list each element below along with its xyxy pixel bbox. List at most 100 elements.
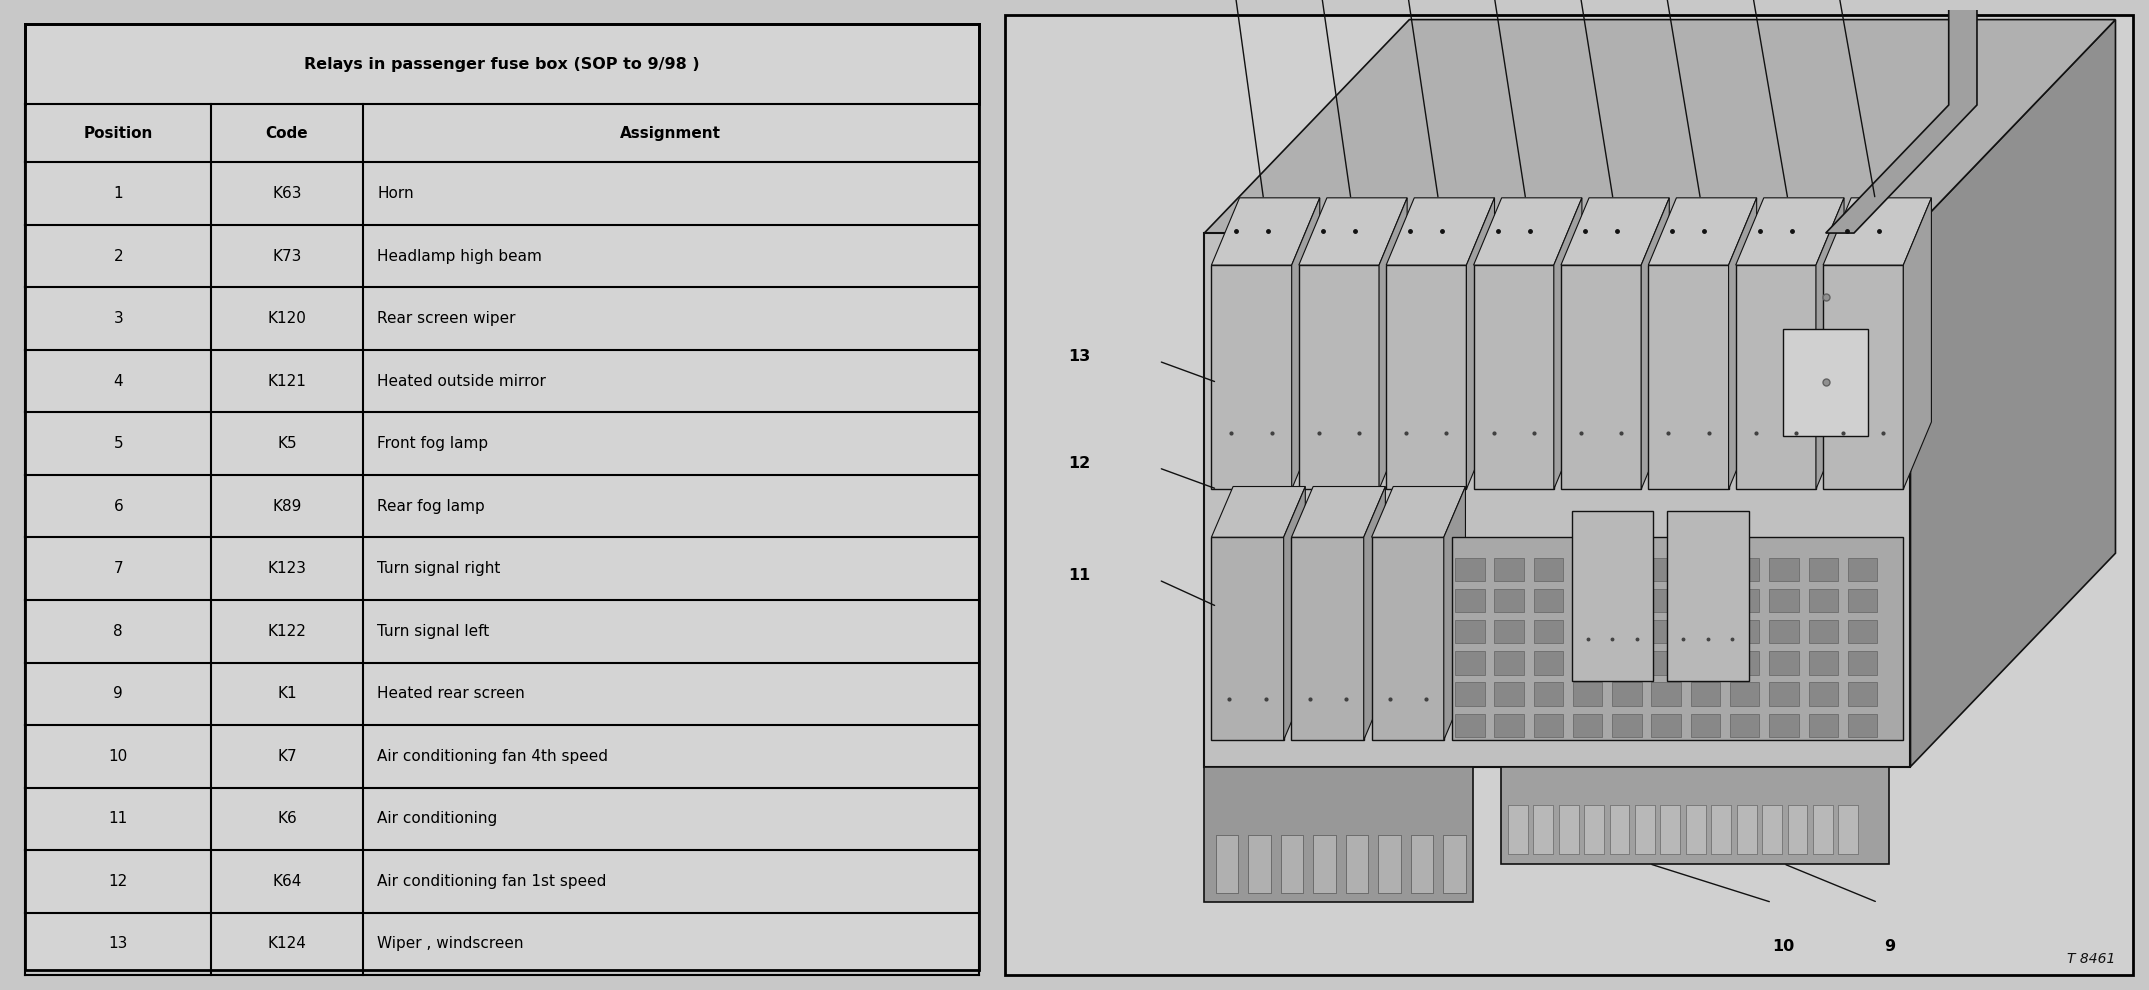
FancyBboxPatch shape [1203,766,1472,903]
FancyBboxPatch shape [1730,589,1760,612]
FancyBboxPatch shape [1661,806,1681,854]
Text: Horn: Horn [378,186,415,201]
FancyBboxPatch shape [1573,682,1603,706]
Text: K73: K73 [273,248,301,263]
FancyBboxPatch shape [1444,835,1466,893]
Polygon shape [1212,486,1304,538]
FancyBboxPatch shape [26,25,978,970]
FancyBboxPatch shape [1711,806,1732,854]
FancyBboxPatch shape [1691,682,1719,706]
FancyBboxPatch shape [1455,714,1485,738]
Text: 1: 1 [114,186,122,201]
Text: 10: 10 [1773,939,1794,954]
FancyBboxPatch shape [1216,835,1238,893]
FancyBboxPatch shape [1345,766,1373,844]
Text: 10: 10 [110,748,129,764]
Polygon shape [1728,198,1756,489]
Polygon shape [1371,486,1466,538]
FancyBboxPatch shape [1203,233,1910,766]
FancyBboxPatch shape [1848,682,1878,706]
FancyBboxPatch shape [1612,651,1642,674]
FancyBboxPatch shape [1687,806,1706,854]
FancyBboxPatch shape [1218,766,1246,844]
FancyBboxPatch shape [1006,15,2132,975]
FancyBboxPatch shape [1281,835,1302,893]
Text: Heated outside mirror: Heated outside mirror [378,373,546,389]
FancyBboxPatch shape [1650,682,1681,706]
FancyBboxPatch shape [1534,682,1562,706]
Polygon shape [1212,198,1319,265]
FancyBboxPatch shape [1612,557,1642,581]
FancyBboxPatch shape [1494,651,1524,674]
FancyBboxPatch shape [1455,620,1485,644]
Text: 11: 11 [110,812,129,827]
Text: Turn signal left: Turn signal left [378,624,490,639]
FancyBboxPatch shape [1388,766,1416,844]
FancyBboxPatch shape [1455,589,1485,612]
Polygon shape [1292,198,1319,489]
FancyBboxPatch shape [1500,766,1889,863]
FancyBboxPatch shape [1788,806,1807,854]
Polygon shape [1910,20,2115,766]
FancyBboxPatch shape [1730,714,1760,738]
FancyBboxPatch shape [1769,589,1799,612]
FancyBboxPatch shape [1650,620,1681,644]
Text: K123: K123 [266,561,307,576]
Polygon shape [1386,198,1494,265]
FancyBboxPatch shape [1494,682,1524,706]
Polygon shape [1298,198,1408,265]
Text: K5: K5 [277,437,297,451]
FancyBboxPatch shape [1534,806,1554,854]
Polygon shape [1648,198,1756,265]
FancyBboxPatch shape [1769,651,1799,674]
FancyBboxPatch shape [1509,806,1528,854]
FancyBboxPatch shape [1584,806,1603,854]
Polygon shape [1822,198,1932,265]
FancyBboxPatch shape [1650,589,1681,612]
FancyBboxPatch shape [1691,557,1719,581]
FancyBboxPatch shape [1691,589,1719,612]
FancyBboxPatch shape [1534,620,1562,644]
Text: 8: 8 [114,624,122,639]
FancyBboxPatch shape [1571,511,1653,681]
Text: K1: K1 [277,686,297,701]
Text: K63: K63 [273,186,301,201]
FancyBboxPatch shape [1691,651,1719,674]
Polygon shape [1642,198,1670,489]
FancyBboxPatch shape [1809,589,1837,612]
FancyBboxPatch shape [1736,806,1756,854]
FancyBboxPatch shape [1412,835,1433,893]
Polygon shape [1816,198,1844,489]
FancyBboxPatch shape [1691,714,1719,738]
FancyBboxPatch shape [1573,714,1603,738]
Text: K121: K121 [266,373,307,389]
Text: 2: 2 [114,248,122,263]
Text: 3: 3 [114,311,122,326]
FancyBboxPatch shape [1848,714,1878,738]
Text: Assignment: Assignment [621,126,722,141]
Text: Turn signal right: Turn signal right [378,561,501,576]
Text: 12: 12 [110,874,129,889]
FancyBboxPatch shape [1212,538,1283,740]
FancyBboxPatch shape [1650,557,1681,581]
FancyBboxPatch shape [1386,265,1466,489]
FancyBboxPatch shape [1534,589,1562,612]
FancyBboxPatch shape [1848,651,1878,674]
FancyBboxPatch shape [1848,557,1878,581]
FancyBboxPatch shape [1610,806,1629,854]
FancyBboxPatch shape [1730,651,1760,674]
Text: 11: 11 [1068,568,1090,583]
FancyBboxPatch shape [1302,766,1332,844]
FancyBboxPatch shape [1730,682,1760,706]
Text: K64: K64 [273,874,301,889]
Polygon shape [1380,198,1408,489]
FancyBboxPatch shape [1455,557,1485,581]
Text: Wiper , windscreen: Wiper , windscreen [378,937,524,951]
FancyBboxPatch shape [1809,714,1837,738]
Text: 9: 9 [1885,939,1895,954]
FancyBboxPatch shape [1736,265,1816,489]
FancyBboxPatch shape [1612,714,1642,738]
Text: Air conditioning: Air conditioning [378,812,499,827]
Polygon shape [1466,198,1494,489]
Text: 13: 13 [110,937,129,951]
